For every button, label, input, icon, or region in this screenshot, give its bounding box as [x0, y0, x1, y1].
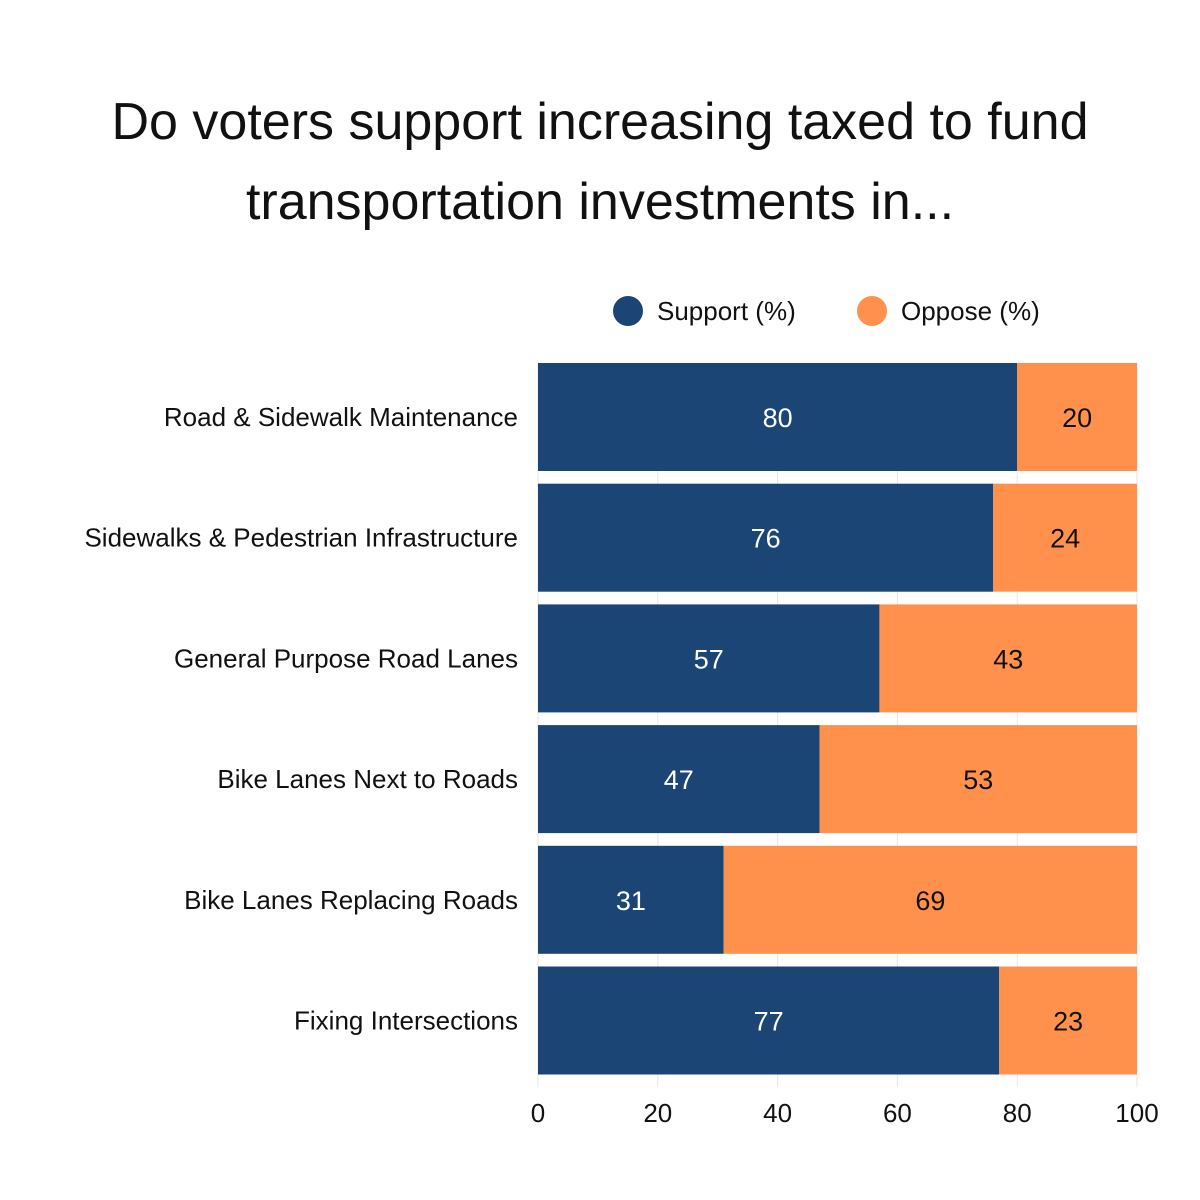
legend-swatch-support	[613, 296, 643, 326]
bar-oppose-0	[1017, 363, 1137, 471]
bar-support-2	[538, 604, 880, 713]
data-label-support-1: 76	[751, 524, 781, 554]
bar-oppose-5	[999, 966, 1137, 1075]
category-label-1: Sidewalks & Pedestrian Infrastructure	[84, 523, 518, 553]
x-tick-label-3: 60	[883, 1098, 912, 1128]
bar-support-3	[538, 725, 820, 834]
x-tick-label-2: 40	[763, 1098, 792, 1128]
data-label-oppose-1: 24	[1050, 524, 1080, 554]
bar-oppose-1	[993, 483, 1137, 592]
data-label-oppose-4: 69	[915, 886, 945, 916]
x-tick-label-5: 100	[1115, 1098, 1158, 1128]
data-label-support-4: 31	[616, 886, 646, 916]
bar-support-1	[538, 483, 994, 592]
bar-oppose-3	[819, 725, 1137, 834]
data-label-oppose-3: 53	[963, 765, 993, 795]
bar-oppose-2	[879, 604, 1137, 713]
chart-title-line-1: Do voters support increasing taxed to fu…	[111, 93, 1089, 151]
bar-oppose-4	[723, 845, 1137, 954]
chart-title-line-2: transportation investments in...	[245, 173, 955, 231]
bar-support-5	[538, 966, 1000, 1075]
x-tick-label-1: 20	[643, 1098, 672, 1128]
data-label-oppose-5: 23	[1053, 1007, 1083, 1037]
legend-label-oppose: Oppose (%)	[901, 296, 1040, 326]
category-label-4: Bike Lanes Replacing Roads	[184, 885, 518, 915]
chart-title: Do voters support increasing taxed to fu…	[0, 82, 1200, 242]
category-label-5: Fixing Intersections	[294, 1006, 518, 1036]
category-label-2: General Purpose Road Lanes	[174, 643, 518, 673]
bar-support-0	[538, 363, 1018, 471]
data-label-support-5: 77	[754, 1007, 784, 1037]
data-label-support-0: 80	[763, 403, 793, 433]
x-tick-label-4: 80	[1003, 1098, 1032, 1128]
data-label-support-3: 47	[664, 765, 694, 795]
legend-label-support: Support (%)	[657, 296, 796, 326]
bar-support-4	[538, 845, 724, 954]
data-label-oppose-2: 43	[993, 644, 1023, 674]
category-label-0: Road & Sidewalk Maintenance	[164, 402, 518, 432]
data-label-support-2: 57	[694, 644, 724, 674]
data-label-oppose-0: 20	[1062, 403, 1092, 433]
category-label-3: Bike Lanes Next to Roads	[217, 764, 518, 794]
x-tick-label-0: 0	[531, 1098, 545, 1128]
legend-swatch-oppose	[857, 296, 887, 326]
